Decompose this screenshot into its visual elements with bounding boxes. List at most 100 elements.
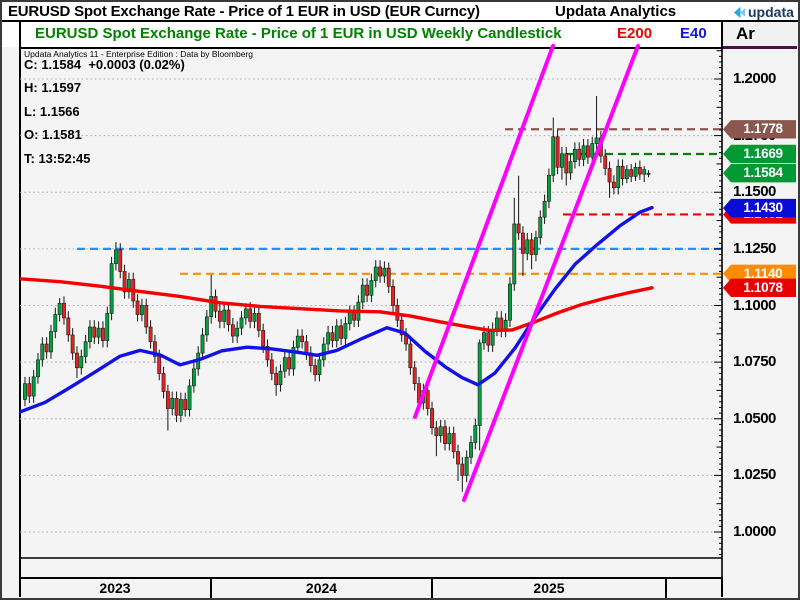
window-title: EURUSD Spot Exchange Rate - Price of 1 E… (8, 3, 480, 20)
trendline (462, 44, 640, 503)
candle-body (360, 284, 365, 303)
candle-body (118, 249, 123, 272)
legend-e200[interactable]: E200 (617, 25, 653, 42)
candle-body (451, 433, 456, 452)
price-chart-canvas[interactable] (20, 44, 726, 577)
candle-body (88, 326, 92, 343)
candle-body (646, 172, 651, 175)
candle-body (157, 356, 162, 374)
candle-body (486, 332, 491, 346)
price-badge-1.1078: 1.1078 (723, 278, 796, 298)
candle-body (187, 385, 192, 410)
candle-body (603, 155, 608, 169)
candle-body (304, 341, 309, 354)
brand-label: Updata Analytics (555, 3, 677, 20)
y-axis-label: 1.0000 (733, 523, 776, 540)
candle-body (140, 305, 144, 315)
candle-body (326, 332, 331, 345)
candle-body (382, 267, 387, 277)
chart-title: EURUSD Spot Exchange Rate - Price of 1 E… (35, 25, 562, 42)
candle-body (633, 167, 638, 177)
candle-body (352, 311, 356, 321)
candle-body (161, 373, 166, 392)
updata-logo: updata (733, 2, 797, 22)
candle-body (300, 335, 305, 343)
candle-body (313, 365, 318, 375)
quote-row: L: 1.1566 (24, 103, 80, 119)
candle-body (330, 332, 335, 341)
candle-body (378, 266, 382, 277)
candle-body (204, 316, 209, 336)
candle-body (209, 296, 214, 318)
candle-body (447, 433, 452, 444)
candle-body (495, 317, 499, 330)
candle-body (391, 285, 395, 306)
candle-body (144, 305, 149, 328)
candle-body (456, 451, 460, 465)
candle-body (92, 326, 97, 338)
candle-body (40, 343, 45, 361)
trendline (413, 44, 555, 419)
candle-body (516, 223, 521, 234)
candle-body (512, 223, 517, 285)
price-badge-1.1140: 1.1140 (723, 264, 796, 283)
candle-body (551, 136, 556, 176)
year-cell-2025: 2025 (433, 579, 667, 599)
candle-body (629, 169, 634, 177)
candle-body (49, 331, 53, 353)
candle-body (53, 314, 58, 332)
candle-body (57, 302, 62, 315)
candle-body (200, 334, 205, 354)
candle-body (339, 325, 343, 339)
candle-body (347, 311, 352, 324)
candle-body (620, 165, 625, 179)
candle-body (538, 216, 543, 238)
plot-left-border (19, 22, 21, 597)
y-axis-label: 1.1000 (733, 296, 776, 314)
candle-body (529, 239, 534, 255)
candle-body (542, 201, 547, 218)
candle-body (252, 313, 257, 322)
candle-body (295, 335, 300, 348)
year-cell-empty (667, 579, 702, 599)
candle-body (96, 327, 101, 338)
candle-body (577, 148, 582, 160)
candle-body (62, 302, 66, 319)
candle-body (75, 352, 79, 369)
year-axis-band: 2023 2024 2025 (20, 577, 722, 599)
y-axis-label: 1.1250 (733, 239, 776, 257)
candle-body (165, 391, 170, 409)
candle-body (399, 319, 404, 336)
candle-body (637, 167, 642, 175)
candle-body (560, 153, 564, 168)
price-badge-1.1778: 1.1778 (723, 120, 796, 139)
candle-body (287, 357, 292, 370)
quote-row: H: 1.1597 (24, 80, 82, 96)
ma-line-e40 (20, 205, 654, 414)
candle-body (534, 237, 538, 255)
quote-row: C: 1.1584 +0.0003 (0.02%) (24, 57, 185, 72)
candle-body (291, 347, 296, 370)
axis-divider-bottom (721, 577, 723, 597)
candle-body (135, 300, 140, 315)
y-axis-label: 1.0500 (733, 409, 776, 427)
candle-body (122, 271, 127, 293)
title-bar-separator (2, 20, 798, 22)
y-axis-label: 1.0750 (733, 353, 776, 371)
candle-body (274, 373, 279, 386)
price-badges: 1.17781.16691.15841.14021.14301.11401.10… (723, 44, 800, 577)
legend-e40[interactable]: E40 (680, 25, 707, 42)
quote-row: T: 13:52:45 (24, 150, 91, 166)
candle-body (217, 310, 222, 322)
candle-body (386, 267, 391, 287)
y-axis-label: 1.1500 (733, 183, 776, 201)
candle-body (105, 313, 110, 341)
candle-body (521, 232, 525, 254)
panel-tab-ar[interactable]: Ar (736, 24, 755, 43)
candle-body (239, 317, 244, 329)
candle-body (222, 309, 227, 322)
y-axis-label: 1.2000 (733, 70, 776, 87)
candle-body (66, 317, 71, 336)
panel-tab-underline (722, 46, 797, 49)
candle-body (585, 145, 590, 158)
